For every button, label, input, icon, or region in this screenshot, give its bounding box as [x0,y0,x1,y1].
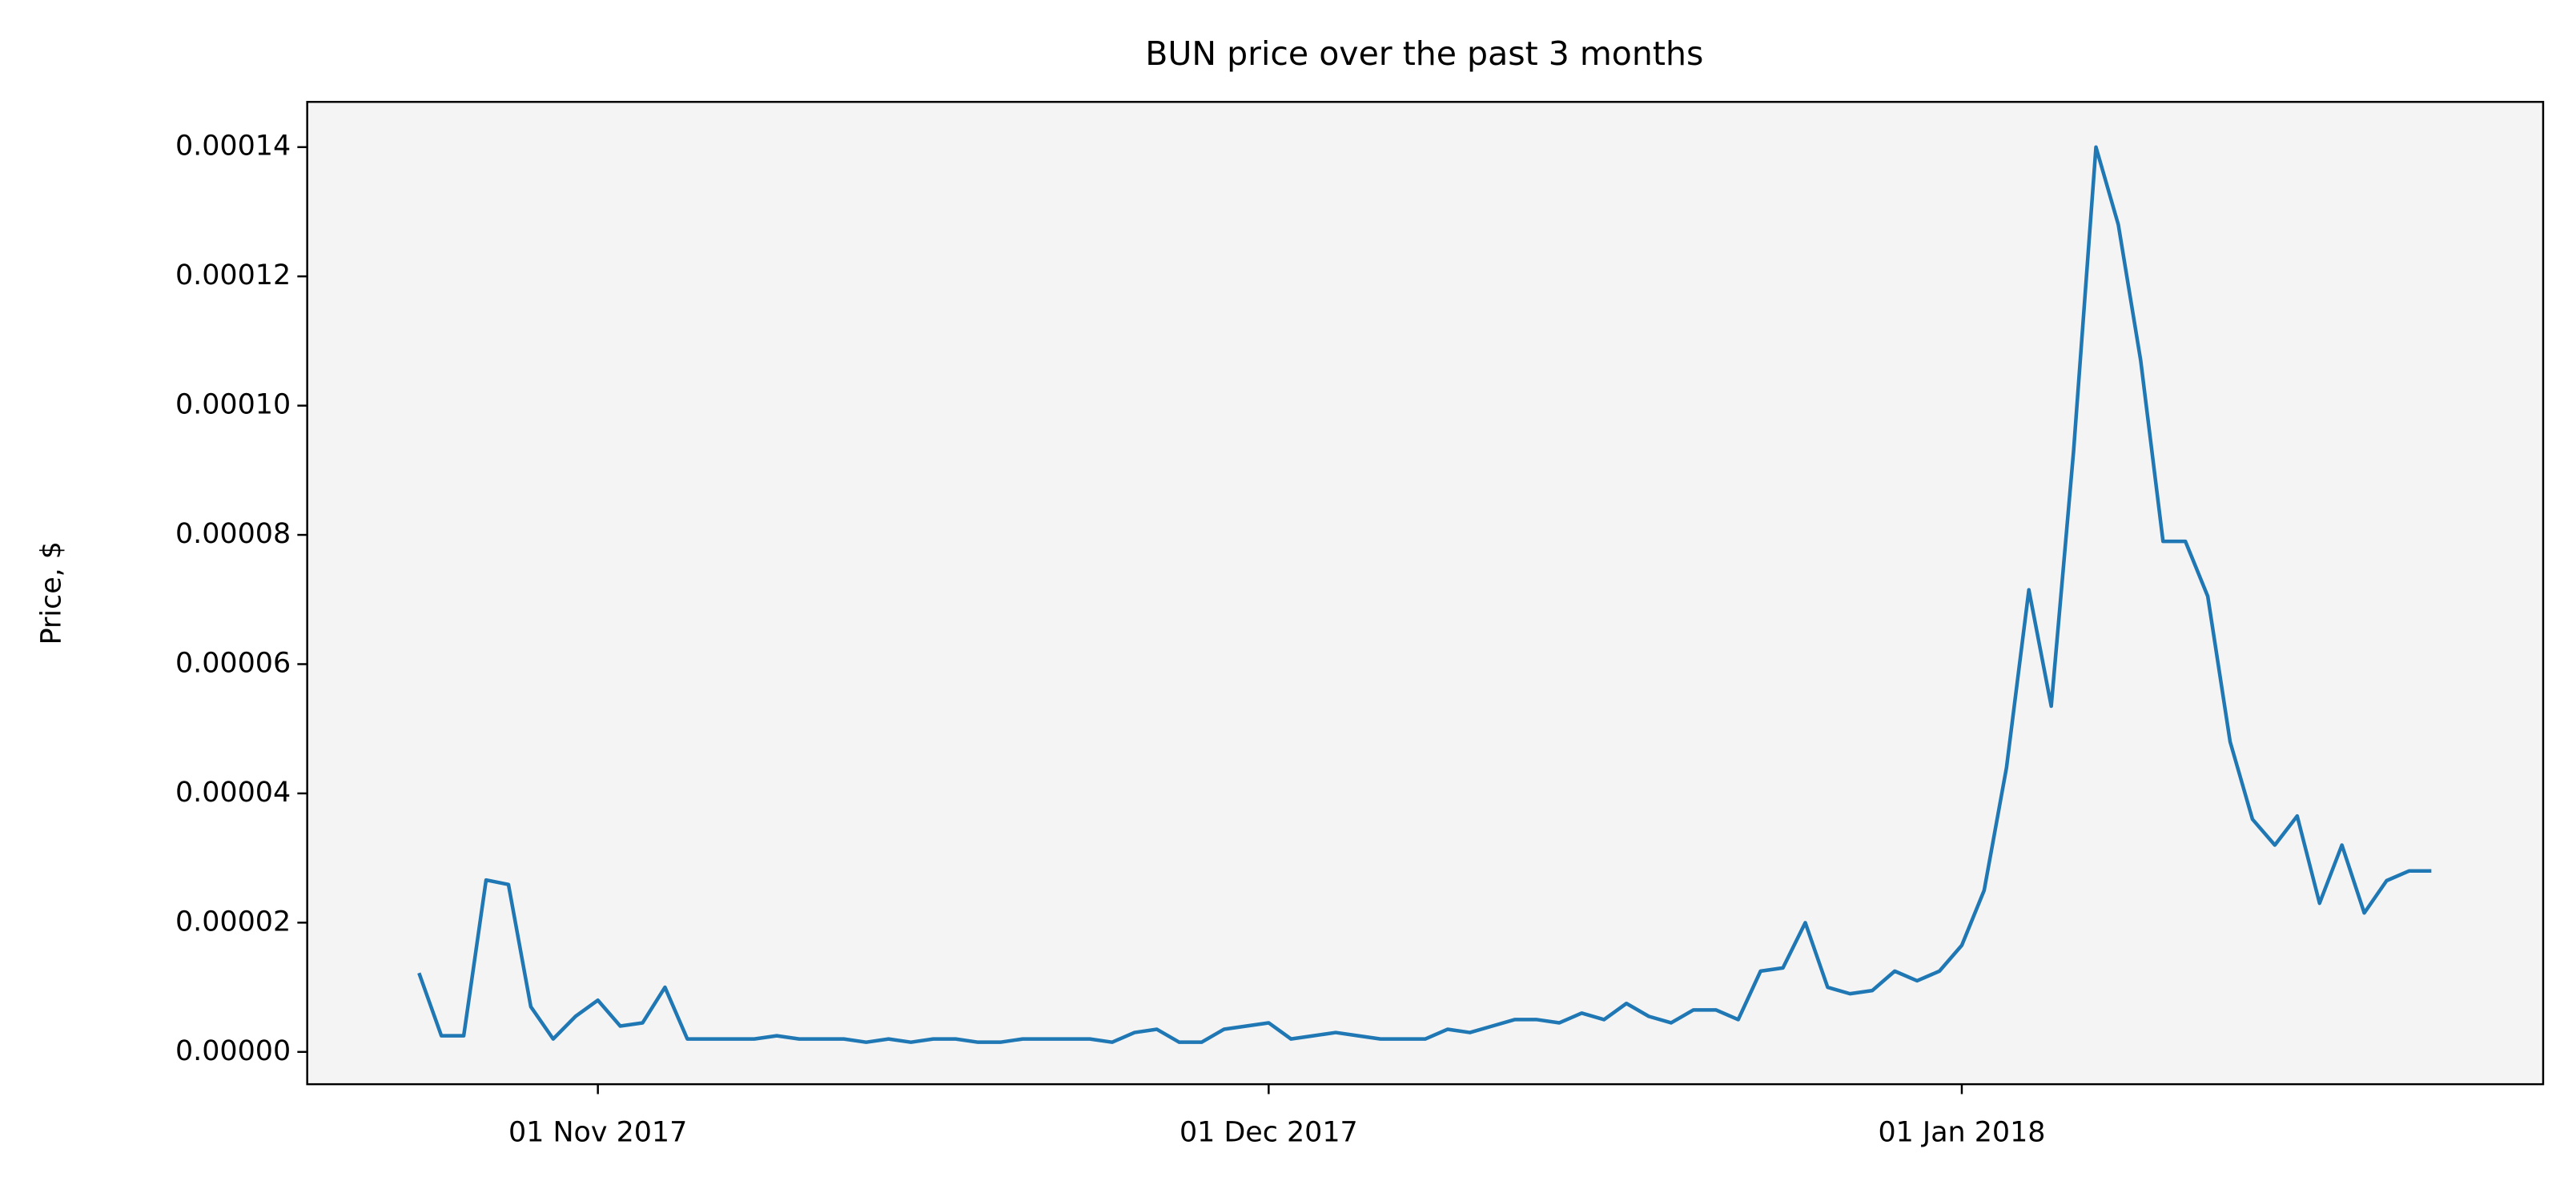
y-tick-label: 0.00014 [175,131,291,163]
y-tick-label: 0.00010 [175,389,291,421]
plot-area [307,102,2543,1085]
y-tick-label: 0.00012 [175,259,291,291]
y-tick-label: 0.00008 [175,518,291,550]
line-series [417,145,2432,1044]
y-tick-label: 0.00006 [175,647,291,679]
x-tick-label: 01 Jan 2018 [1878,1117,2045,1149]
y-axis-label: Price, $ [36,541,68,645]
y-tick-label: 0.00000 [175,1035,291,1067]
chart-title: BUN price over the past 3 months [1145,34,1703,73]
x-tick-label: 01 Dec 2017 [1179,1117,1358,1149]
plot-frame [306,101,2545,1086]
x-tick-label: 01 Nov 2017 [508,1117,687,1149]
y-tick-label: 0.00004 [175,777,291,809]
y-tick-label: 0.00002 [175,906,291,938]
